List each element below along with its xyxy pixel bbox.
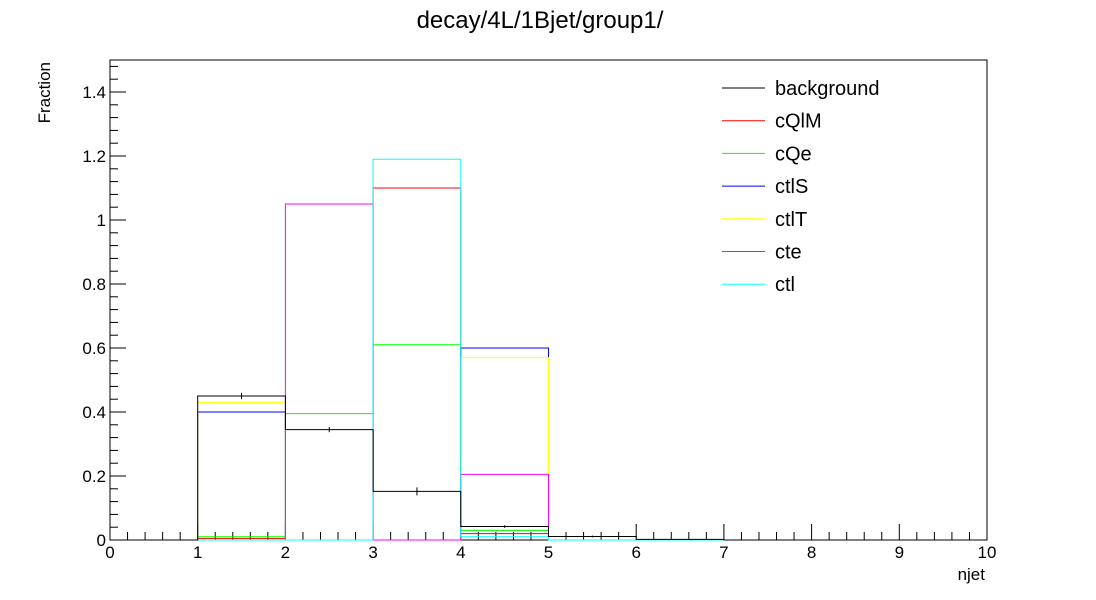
y-tick-label: 1.2	[82, 147, 106, 166]
axis-tick-labels: 0 1 2 3 4 5 6 7 8 9 10 0 0.2 0.4 0.6 0.8 1 1.2 1.4	[82, 83, 996, 562]
legend-label: ctlT	[775, 209, 807, 231]
legend-entry-ctlS: ctlS	[722, 176, 808, 198]
x-tick-label: 0	[105, 543, 114, 562]
legend-entry-ctl: ctl	[722, 274, 795, 296]
x-tick-label: 4	[456, 543, 465, 562]
x-tick-label: 3	[368, 543, 377, 562]
y-tick-label: 0.6	[82, 339, 106, 358]
x-tick-label: 10	[978, 543, 997, 562]
legend-entry-ctlT: ctlT	[722, 209, 807, 231]
series-background	[110, 392, 987, 541]
x-tick-label: 5	[544, 543, 553, 562]
x-tick-label: 2	[281, 543, 290, 562]
legend-label: background	[775, 78, 880, 100]
legend: background cQlM cQe ctlS ctlT cte ctl	[722, 78, 880, 296]
x-axis-label: njet	[958, 565, 986, 584]
y-tick-label: 0.2	[82, 467, 106, 486]
histogram-series	[110, 158, 987, 541]
legend-label: ctl	[775, 274, 795, 296]
x-tick-label: 6	[631, 543, 640, 562]
legend-label: cQe	[775, 143, 812, 165]
x-tick-label: 7	[719, 543, 728, 562]
y-tick-label: 0.8	[82, 275, 106, 294]
legend-entry-background: background	[722, 78, 880, 100]
x-tick-label: 9	[895, 543, 904, 562]
y-tick-label: 0	[97, 531, 106, 550]
y-axis-label: Fraction	[35, 62, 54, 123]
axis-ticks	[109, 65, 988, 541]
x-tick-label: 8	[807, 543, 816, 562]
legend-label: cte	[775, 242, 802, 264]
legend-entry-cQe: cQe	[722, 143, 812, 165]
legend-entry-cte: cte	[722, 242, 802, 264]
y-tick-label: 1	[97, 211, 106, 230]
legend-entry-cQlM: cQlM	[722, 111, 822, 133]
x-tick-label: 1	[193, 543, 202, 562]
y-tick-label: 0.4	[82, 403, 106, 422]
legend-label: ctlS	[775, 176, 808, 198]
y-tick-label: 1.4	[82, 83, 106, 102]
chart-title: decay/4L/1Bjet/group1/	[417, 7, 664, 34]
legend-label: cQlM	[775, 111, 822, 133]
